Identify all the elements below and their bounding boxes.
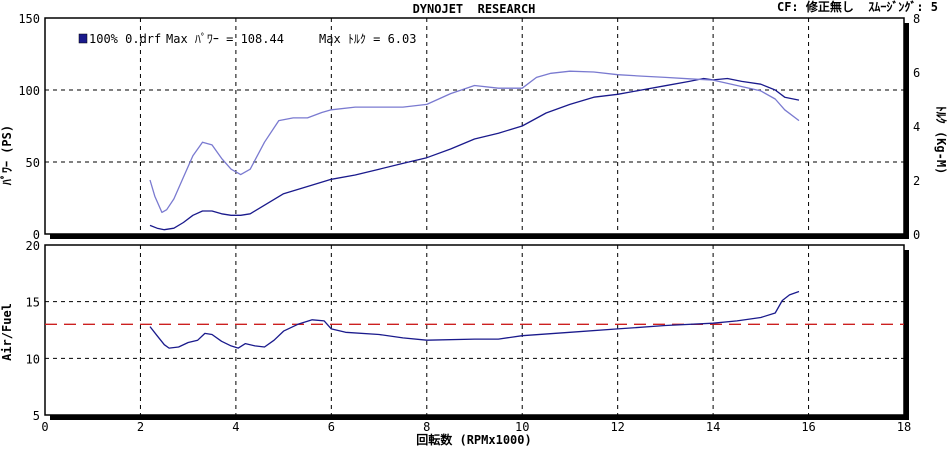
correction-info: CF: 修正無し ｽﾑｰｼﾞﾝｸﾞ: 5 — [777, 0, 938, 14]
power-tick-label: 100 — [18, 84, 40, 98]
bottom-panel-frame — [44, 244, 905, 416]
torque-tick-label: 2 — [913, 174, 920, 188]
rpm-axis-label: 回転数 (RPMx1000) — [416, 432, 531, 447]
power-tick-label: 150 — [18, 12, 40, 26]
legend-max-torque: Max ﾄﾙｸ = 6.03 — [319, 32, 416, 46]
torque-tick-label: 0 — [913, 228, 920, 242]
rpm-tick-label: 4 — [232, 420, 239, 434]
data-series — [45, 70, 904, 349]
rpm-tick-label: 16 — [801, 420, 815, 434]
top-grid — [45, 18, 904, 234]
rpm-tick-label: 14 — [706, 420, 720, 434]
afr-tick-label: 10 — [26, 352, 40, 366]
power-tick-label: 50 — [26, 156, 40, 170]
afr-tick-label: 5 — [33, 409, 40, 423]
legend-swatch — [78, 33, 88, 44]
rpm-tick-label: 2 — [137, 420, 144, 434]
rpm-tick-label: 10 — [515, 420, 529, 434]
rpm-tick-label: 12 — [610, 420, 624, 434]
power-axis-label: ﾊﾟﾜｰ (PS) — [0, 125, 14, 186]
rpm-tick-label: 18 — [897, 420, 911, 434]
rpm-tick-label: 8 — [423, 420, 430, 434]
torque-tick-label: 6 — [913, 66, 920, 80]
afr-tick-label: 15 — [26, 296, 40, 310]
torque-axis-label: ﾄﾙｸ (Kg-M) — [934, 106, 948, 175]
legend-run-label: 100% 0.drf — [89, 32, 161, 46]
afr-axis-label: Air/Fuel — [0, 303, 14, 361]
afr-series-line — [149, 290, 800, 349]
rpm-tick-label: 0 — [41, 420, 48, 434]
torque-series-line — [149, 70, 800, 214]
torque-tick-label: 4 — [913, 120, 920, 134]
bottom-grid — [45, 245, 904, 415]
chart-title: DYNOJET RESEARCH — [413, 2, 536, 16]
torque-tick-label: 8 — [913, 12, 920, 26]
top-panel-frame — [44, 17, 905, 235]
afr-tick-label: 20 — [26, 239, 40, 253]
power-tick-label: 0 — [33, 228, 40, 242]
legend-max-power: Max ﾊﾟﾜｰ = 108.44 — [166, 32, 284, 46]
rpm-tick-label: 6 — [328, 420, 335, 434]
